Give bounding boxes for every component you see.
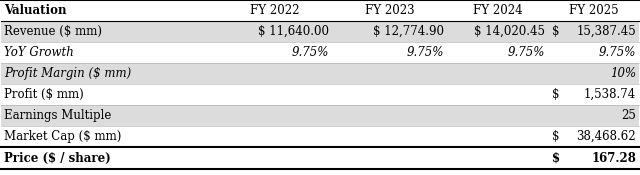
Bar	[1, 147, 639, 169]
Bar	[1, 84, 639, 105]
Text: 25: 25	[621, 109, 636, 122]
Text: 9.75%: 9.75%	[598, 46, 636, 59]
Text: FY 2025: FY 2025	[569, 4, 618, 17]
Bar	[1, 21, 639, 42]
Text: $: $	[552, 152, 560, 164]
Text: YoY Growth: YoY Growth	[4, 46, 74, 59]
Text: $ 14,020.45: $ 14,020.45	[474, 25, 545, 38]
Text: Earnings Multiple: Earnings Multiple	[4, 109, 111, 122]
Text: $: $	[552, 130, 559, 143]
Text: 10%: 10%	[610, 67, 636, 80]
Bar	[1, 42, 639, 63]
Text: Price ($ / share): Price ($ / share)	[4, 152, 111, 164]
Bar	[1, 126, 639, 147]
Text: FY 2024: FY 2024	[473, 4, 522, 17]
Text: Valuation: Valuation	[4, 4, 67, 17]
Text: Profit Margin ($ mm): Profit Margin ($ mm)	[4, 67, 131, 80]
Text: Revenue ($ mm): Revenue ($ mm)	[4, 25, 102, 38]
Bar	[1, 0, 639, 21]
Bar	[1, 105, 639, 126]
Text: $ 12,774.90: $ 12,774.90	[373, 25, 444, 38]
Text: 15,387.45: 15,387.45	[576, 25, 636, 38]
Text: Market Cap ($ mm): Market Cap ($ mm)	[4, 130, 122, 143]
Text: 9.75%: 9.75%	[508, 46, 545, 59]
Text: FY 2022: FY 2022	[250, 4, 300, 17]
Text: $: $	[552, 25, 559, 38]
Text: 38,468.62: 38,468.62	[577, 130, 636, 143]
Text: $: $	[552, 88, 559, 101]
Text: Profit ($ mm): Profit ($ mm)	[4, 88, 84, 101]
Text: 9.75%: 9.75%	[406, 46, 444, 59]
Text: FY 2023: FY 2023	[365, 4, 414, 17]
Text: $ 11,640.00: $ 11,640.00	[258, 25, 329, 38]
Text: 167.28: 167.28	[591, 152, 636, 164]
Text: 1,538.74: 1,538.74	[584, 88, 636, 101]
Text: 9.75%: 9.75%	[292, 46, 329, 59]
Bar	[1, 63, 639, 84]
